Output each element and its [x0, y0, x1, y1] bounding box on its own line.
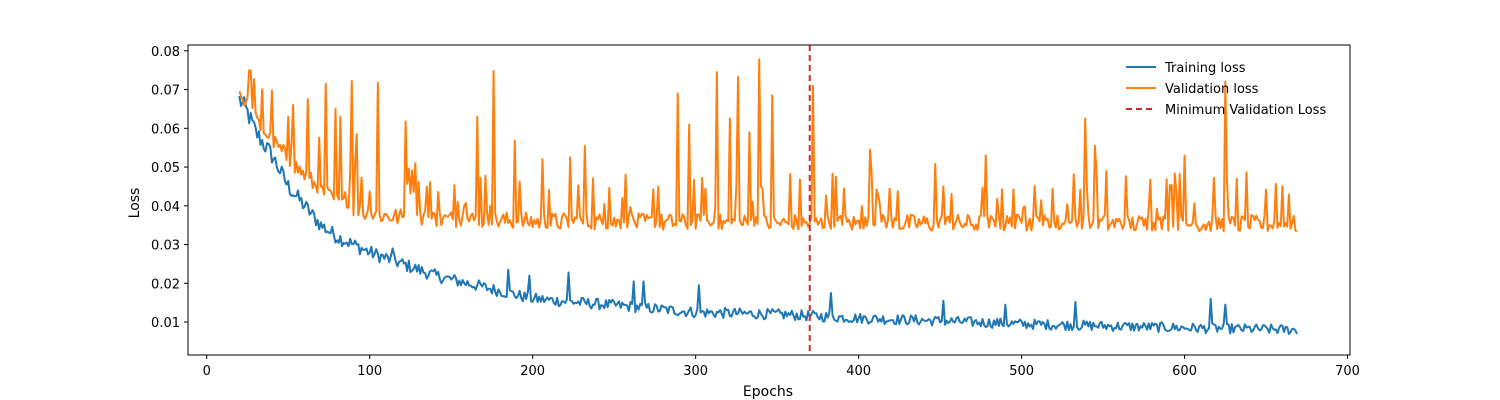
- x-tick-label: 400: [846, 364, 871, 379]
- y-tick-label: 0.01: [151, 316, 180, 331]
- x-axis-label: Epochs: [743, 384, 793, 400]
- x-tick-label: 500: [1009, 364, 1034, 379]
- x-tick-label: 700: [1335, 364, 1360, 379]
- y-tick-label: 0.02: [151, 277, 180, 292]
- legend-label: Validation loss: [1165, 82, 1259, 97]
- x-tick-label: 200: [520, 364, 545, 379]
- y-tick-label: 0.04: [151, 200, 180, 215]
- x-tick-label: 300: [683, 364, 708, 379]
- y-axis-label: Loss: [127, 188, 143, 219]
- y-tick-label: 0.07: [151, 84, 180, 99]
- y-tick-label: 0.05: [151, 161, 180, 176]
- series-line-validation-loss: [238, 58, 1298, 233]
- axes-frame: [187, 44, 1351, 356]
- series-line-training-loss: [238, 95, 1298, 335]
- x-axis: 0 100 200 300 400 500 600 700: [203, 355, 1360, 379]
- legend: Training loss Validation loss Minimum Vali…: [1126, 61, 1326, 118]
- legend-label: Minimum Validation Loss: [1165, 103, 1326, 118]
- x-tick-label: 600: [1172, 364, 1197, 379]
- y-axis: 0.01 0.02 0.03 0.04 0.05 0.06 0.07 0.08: [151, 45, 188, 331]
- y-tick-label: 0.08: [151, 45, 180, 60]
- y-tick-label: 0.06: [151, 122, 180, 137]
- x-tick-label: 100: [357, 364, 382, 379]
- y-tick-label: 0.03: [151, 239, 180, 254]
- x-tick-label: 0: [203, 364, 211, 379]
- legend-label: Training loss: [1164, 61, 1246, 76]
- plot-area: [238, 45, 1298, 355]
